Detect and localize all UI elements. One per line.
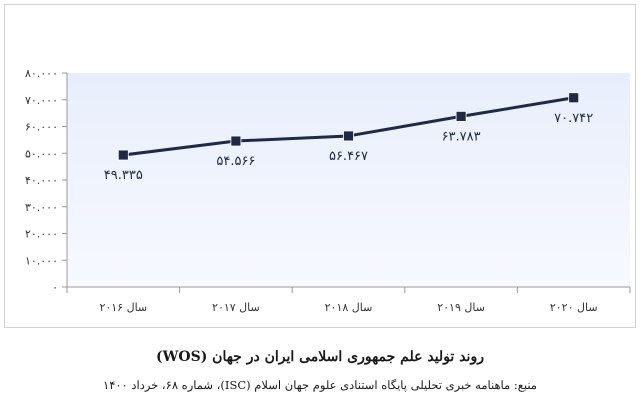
chart-source-note: منبع: ماهنامه خبری تحلیلی پایگاه استنادی… bbox=[103, 378, 537, 392]
y-tick-label: ۲۰.۰۰۰ bbox=[25, 228, 58, 241]
data-labels: ۴۹.۳۳۵ ۵۴.۵۶۶ ۵۶.۴۶۷ ۶۳.۷۸۳ ۷۰.۷۴۲ bbox=[104, 111, 593, 183]
y-tick-label: ۸۰.۰۰۰ bbox=[25, 67, 58, 80]
y-tick-label: ۳۰.۰۰۰ bbox=[25, 201, 58, 214]
data-point-marker bbox=[230, 135, 242, 147]
series-line bbox=[117, 92, 580, 161]
y-tick-label: ۵۰.۰۰۰ bbox=[25, 147, 58, 160]
chart-frame: ۰ ۱۰.۰۰۰ ۲۰.۰۰۰ ۳۰.۰۰۰ ۴۰.۰۰۰ ۵۰.۰۰۰ ۶۰.۰۰۰ ۷۰.… bbox=[4, 4, 636, 328]
data-label: ۷۰.۷۴۲ bbox=[554, 111, 593, 126]
caption-bullet: · bbox=[446, 350, 450, 361]
data-point-marker bbox=[343, 130, 354, 142]
data-label: ۶۳.۷۸۳ bbox=[442, 129, 481, 144]
plot-area bbox=[67, 73, 630, 287]
y-axis-ticks: ۰ ۱۰.۰۰۰ ۲۰.۰۰۰ ۳۰.۰۰۰ ۴۰.۰۰۰ ۵۰.۰۰۰ ۶۰.۰۰۰ ۷۰.… bbox=[25, 67, 67, 294]
y-tick-label: ۴۰.۰۰۰ bbox=[25, 174, 58, 187]
x-tick-label: سال ۲۰۲۰ bbox=[550, 301, 598, 314]
data-point-marker bbox=[568, 92, 580, 104]
x-tick-label: سال ۲۰۱۷ bbox=[212, 301, 260, 314]
y-tick-label: ۶۰.۰۰۰ bbox=[25, 121, 58, 134]
y-tick-label: ۰ bbox=[52, 281, 58, 294]
x-axis-ticks: سال ۲۰۱۶ سال ۲۰۱۷ سال ۲۰۱۸ سال ۲۰۱۹ سال ۲۰۲۰ bbox=[66, 287, 631, 314]
data-label: ۵۴.۵۶۶ bbox=[216, 154, 255, 169]
y-tick-label: ۷۰.۰۰۰ bbox=[25, 94, 58, 107]
data-label: ۵۶.۴۶۷ bbox=[329, 149, 368, 164]
data-point-marker bbox=[117, 149, 129, 161]
data-label: ۴۹.۳۳۵ bbox=[104, 168, 143, 183]
chart-caption-title: روند تولید علم جمهوری اسلامی ایران در جه… bbox=[156, 349, 484, 365]
x-tick-label: سال ۲۰۱۹ bbox=[437, 301, 485, 314]
x-tick-label: سال ۲۰۱۸ bbox=[325, 301, 373, 314]
data-point-marker bbox=[455, 110, 467, 122]
x-tick-label: سال ۲۰۱۶ bbox=[99, 301, 147, 314]
line-chart: ۰ ۱۰.۰۰۰ ۲۰.۰۰۰ ۳۰.۰۰۰ ۴۰.۰۰۰ ۵۰.۰۰۰ ۶۰.۰۰۰ ۷۰.… bbox=[25, 67, 631, 314]
y-tick-label: ۱۰.۰۰۰ bbox=[25, 254, 58, 267]
